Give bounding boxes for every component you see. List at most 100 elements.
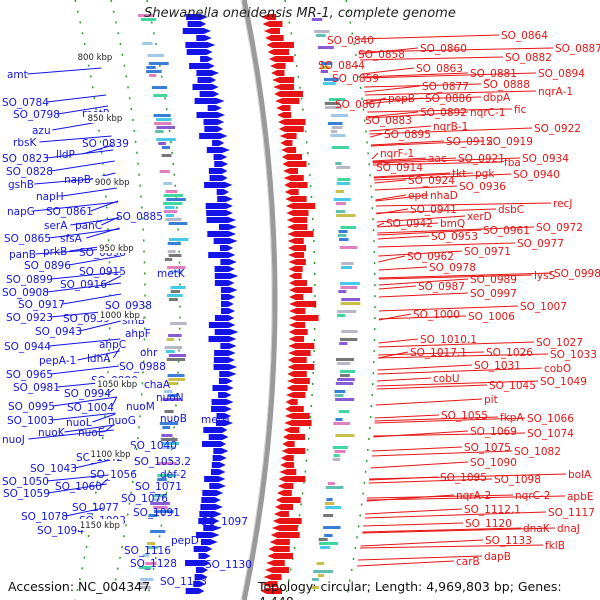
left-label-line [50, 160, 115, 172]
feature-block [328, 98, 346, 101]
right-label-line [368, 478, 493, 484]
right-label-line [372, 157, 457, 163]
left-gene-arrow [217, 196, 233, 202]
left-gene-label: nuoN [156, 392, 184, 404]
scale-label: 1000 kbp [100, 311, 140, 321]
left-gene-label: chaA [144, 379, 171, 391]
feature-block [142, 42, 153, 45]
feature-block [341, 298, 360, 301]
feature-block [168, 354, 187, 357]
right-label-line [378, 353, 549, 359]
left-gene-label: pepA-1 [39, 355, 76, 367]
left-gene-arrow [211, 469, 226, 475]
left-gene-arrow [182, 28, 198, 34]
right-gene-arrow [300, 301, 317, 307]
right-gene-label: SO_0953 [431, 231, 478, 243]
right-label-line [363, 522, 464, 527]
right-gene-arrow [297, 203, 316, 209]
right-gene-label: nqrC-2 [515, 490, 550, 502]
feature-block [169, 298, 178, 301]
feature-block [313, 570, 333, 573]
feature-block [163, 210, 178, 213]
right-gene-arrow [288, 434, 306, 440]
feature-block [167, 294, 183, 297]
right-gene-arrow [281, 56, 294, 62]
left-gene-label: SO_1094 [37, 525, 84, 537]
left-gene-arrow [200, 56, 214, 62]
right-gene-label: SO_0961 [483, 225, 530, 237]
right-label-line [375, 398, 483, 406]
feature-block [325, 106, 343, 109]
right-gene-label: cobO [544, 363, 571, 375]
scale-label-bg [97, 309, 144, 320]
left-gene-arrow [199, 91, 214, 97]
right-gene-label: SO_0863 [416, 63, 463, 75]
feature-block [140, 578, 154, 581]
feature-block [137, 582, 147, 585]
left-gene-arrow [199, 133, 217, 139]
left-gene-label: nuoM [126, 401, 155, 413]
left-strand-gene-labels: amtSO_0784SO_0798metRazurbsKSO_0839SO_08… [2, 69, 252, 588]
left-gene-arrow [186, 14, 199, 20]
feature-block [169, 270, 183, 273]
right-gene-label: SO_0840 [327, 35, 374, 47]
left-gene-arrow [194, 28, 211, 34]
right-label-line [366, 495, 566, 501]
right-gene-label: SO_0894 [538, 68, 585, 80]
feature-block [168, 378, 186, 381]
left-gene-arrow [208, 168, 224, 174]
right-gene-label: dbpA [483, 92, 511, 104]
right-gene-label: pepB [388, 93, 415, 105]
feature-block [151, 86, 168, 89]
right-label-line [362, 72, 469, 78]
left-gene-arrow [214, 266, 232, 272]
right-gene-label: SO_0989 [470, 274, 517, 286]
left-gene-arrow [203, 119, 217, 125]
right-gene-label: bolA [568, 469, 592, 481]
left-gene-label: gshB [8, 179, 34, 191]
left-gene-arrow [196, 532, 213, 538]
left-gene-label: SO_0915 [79, 266, 126, 278]
left-gene-arrow [196, 112, 215, 118]
right-gene-label: SO_0942 [386, 218, 433, 230]
left-label-line [74, 459, 111, 469]
right-gene-label: SO_0912 [446, 136, 493, 148]
left-gene-label: SO_1091 [133, 507, 180, 519]
left-gene-label: SO_0943 [35, 326, 82, 338]
right-gene-label: SO_0922 [534, 123, 581, 135]
feature-block [167, 374, 185, 377]
right-gene-label: SO_0936 [459, 181, 506, 193]
right-gene-label: nhaD [430, 190, 458, 202]
right-gene-arrow [288, 273, 302, 279]
feature-block [340, 226, 356, 229]
right-label-line [377, 226, 535, 234]
right-gene-label: dnaJ [557, 523, 580, 535]
right-label-line [364, 511, 547, 519]
right-gene-arrow [292, 385, 308, 391]
right-gene-label: SO_1045 [489, 380, 536, 392]
right-gene-arrow [299, 231, 314, 237]
right-label-line [370, 140, 485, 147]
left-gene-arrow [201, 497, 219, 503]
left-gene-arrow [197, 42, 216, 48]
right-gene-label: SO_0881 [470, 68, 517, 80]
feature-block [317, 46, 334, 49]
feature-block [341, 330, 358, 333]
backbone-arc [241, 0, 278, 600]
left-gene-arrow [195, 567, 209, 573]
feature-block [164, 206, 175, 209]
right-label-line [374, 179, 407, 184]
feature-block [146, 66, 156, 69]
right-gene-label: SO_0934 [522, 153, 569, 165]
feature-block [334, 390, 346, 393]
scale-label-bg [97, 242, 138, 253]
left-gene-arrow [204, 518, 220, 524]
right-label-line [377, 364, 473, 371]
feature-block [156, 138, 176, 141]
left-gene-arrow [207, 105, 222, 111]
left-gene-arrow [215, 420, 234, 426]
topology-text: Topology: circular; Length: 4,969,803 bp… [258, 579, 562, 600]
left-label-line [46, 474, 109, 482]
feature-block [163, 194, 183, 197]
left-gene-label: napB [64, 174, 91, 186]
